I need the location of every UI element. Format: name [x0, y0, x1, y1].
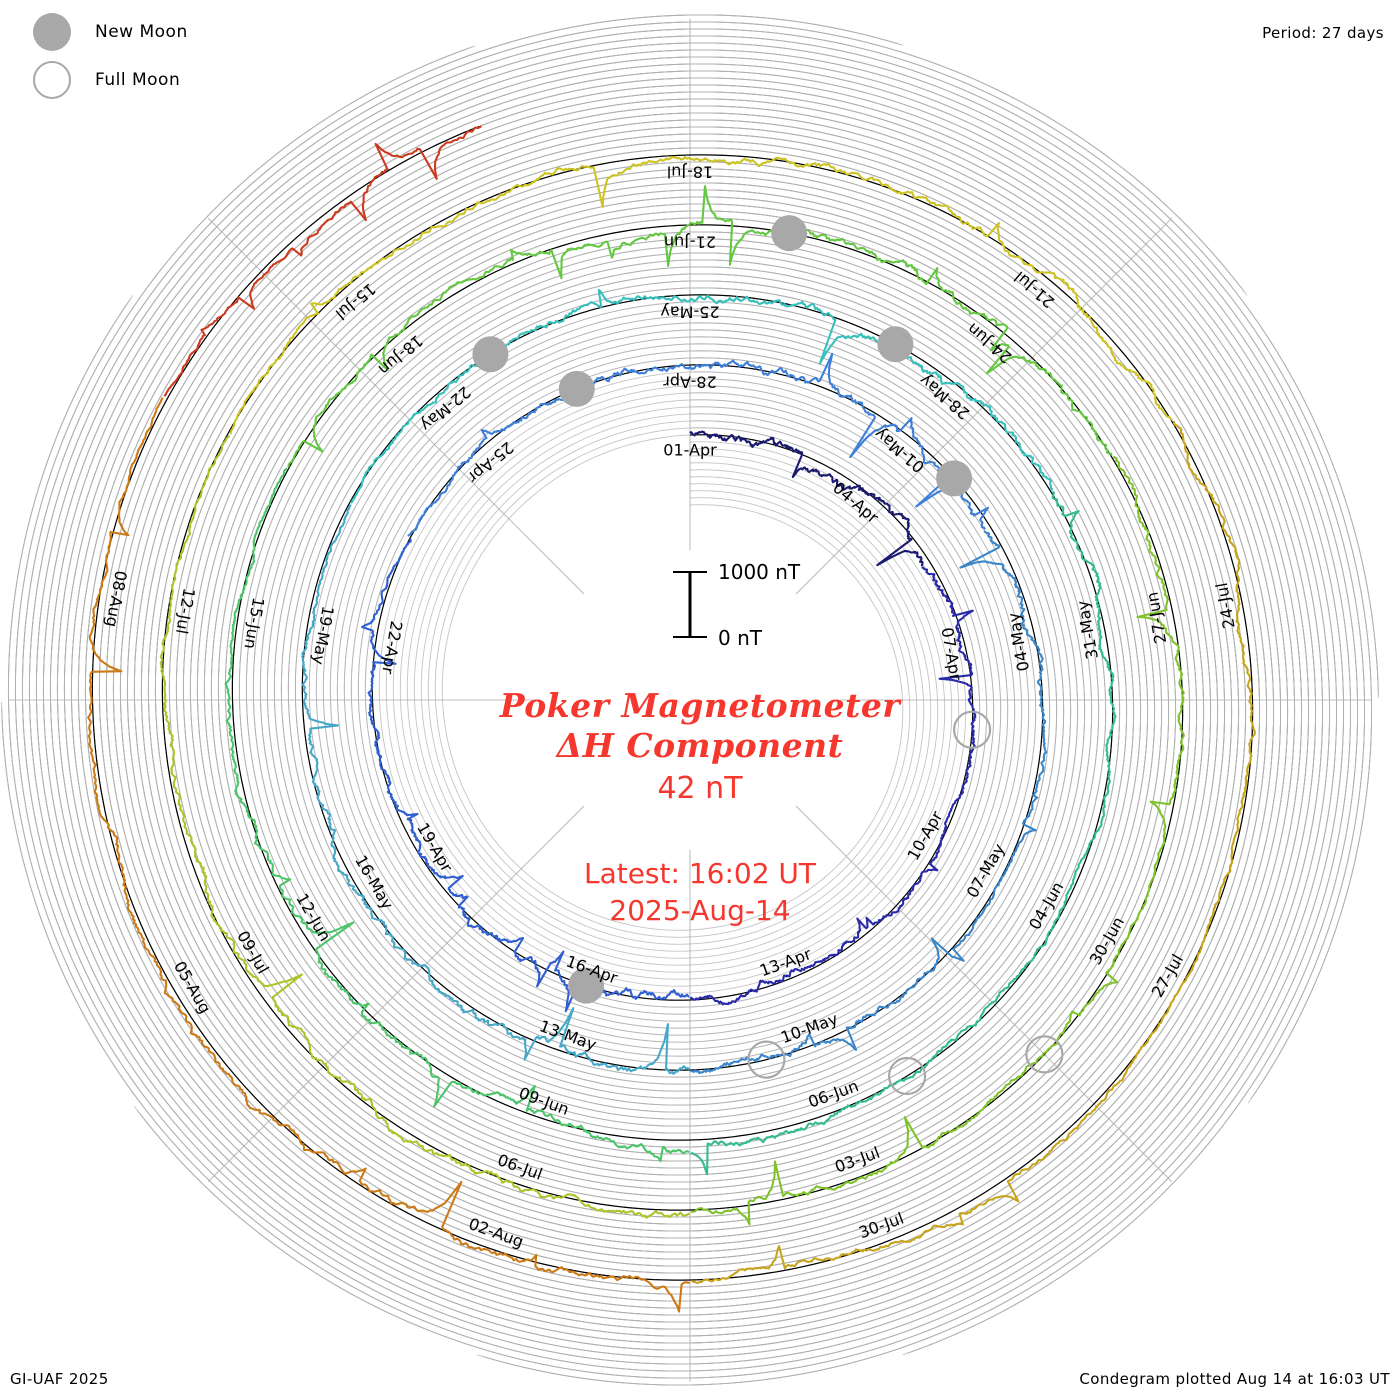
- new-moon-marker: [568, 967, 605, 1004]
- ring-date-label: 01-May: [871, 424, 929, 477]
- new-moon-disc-icon: [33, 13, 71, 51]
- legend-item-new-moon: New Moon: [22, 8, 342, 56]
- center-title: Poker Magnetometer ΔH Component: [0, 686, 1400, 766]
- legend-label-full-moon: Full Moon: [95, 70, 181, 90]
- full-moon-ring-icon: [33, 61, 71, 99]
- center-current-value: 42 nT: [657, 771, 743, 806]
- ring-date-label: 18-Jul: [667, 163, 713, 182]
- credit-label: GI-UAF 2025: [10, 1370, 109, 1388]
- center-latest-block: Latest: 16:02 UT 2025-Aug-14: [0, 855, 1400, 929]
- ring-date-label: 28-May: [916, 371, 974, 424]
- period-label: Period: 27 days: [1262, 24, 1384, 42]
- ring-date-label: 21-Jul: [1011, 267, 1059, 311]
- amplitude-scalebar: 1000 nT 0 nT: [673, 560, 801, 650]
- ring-date-label: 12-Jul: [172, 587, 199, 636]
- scalebar-bottom-label: 0 nT: [718, 626, 763, 650]
- center-latest-time: Latest: 16:02 UT: [583, 857, 817, 890]
- ring-date-label: 27-Jul: [1148, 951, 1188, 1001]
- new-moon-marker: [936, 460, 973, 497]
- ring-date-label: 01-Apr: [663, 441, 717, 460]
- full-moon-marker: [747, 1040, 786, 1079]
- full-moon-marker: [952, 710, 992, 749]
- legend-label-new-moon: New Moon: [95, 22, 188, 42]
- full-moon-marker: [887, 1056, 927, 1096]
- magnetometer-trace-layer: [87, 125, 1257, 1313]
- moon-marker-layer: [472, 215, 1064, 1096]
- new-moon-marker: [558, 370, 595, 407]
- plotted-timestamp-label: Condegram plotted Aug 14 at 16:03 UT: [1079, 1370, 1390, 1388]
- ring-date-label: 21-Jun: [664, 233, 716, 252]
- full-moon-marker: [1025, 1035, 1064, 1074]
- ring-date-label: 28-Apr: [663, 373, 717, 392]
- ring-date-label: 09-Jul: [233, 927, 273, 977]
- ring-date-label: 27-Jun: [1142, 591, 1170, 646]
- center-title-line2: ΔH Component: [556, 726, 844, 765]
- new-moon-marker: [877, 326, 914, 363]
- ring-date-label: 24-Jul: [1212, 581, 1239, 630]
- ring-date-label: 25-May: [660, 303, 719, 322]
- center-latest-date: 2025-Aug-14: [609, 894, 791, 927]
- moon-phase-legend: New Moon Full Moon: [22, 8, 342, 104]
- legend-item-full-moon: Full Moon: [22, 56, 342, 104]
- scalebar-top-label: 1000 nT: [718, 560, 801, 584]
- center-title-line1: Poker Magnetometer: [499, 686, 901, 725]
- new-moon-marker: [472, 336, 509, 373]
- ring-date-label: 02-Aug: [466, 1214, 526, 1251]
- new-moon-marker: [771, 215, 808, 252]
